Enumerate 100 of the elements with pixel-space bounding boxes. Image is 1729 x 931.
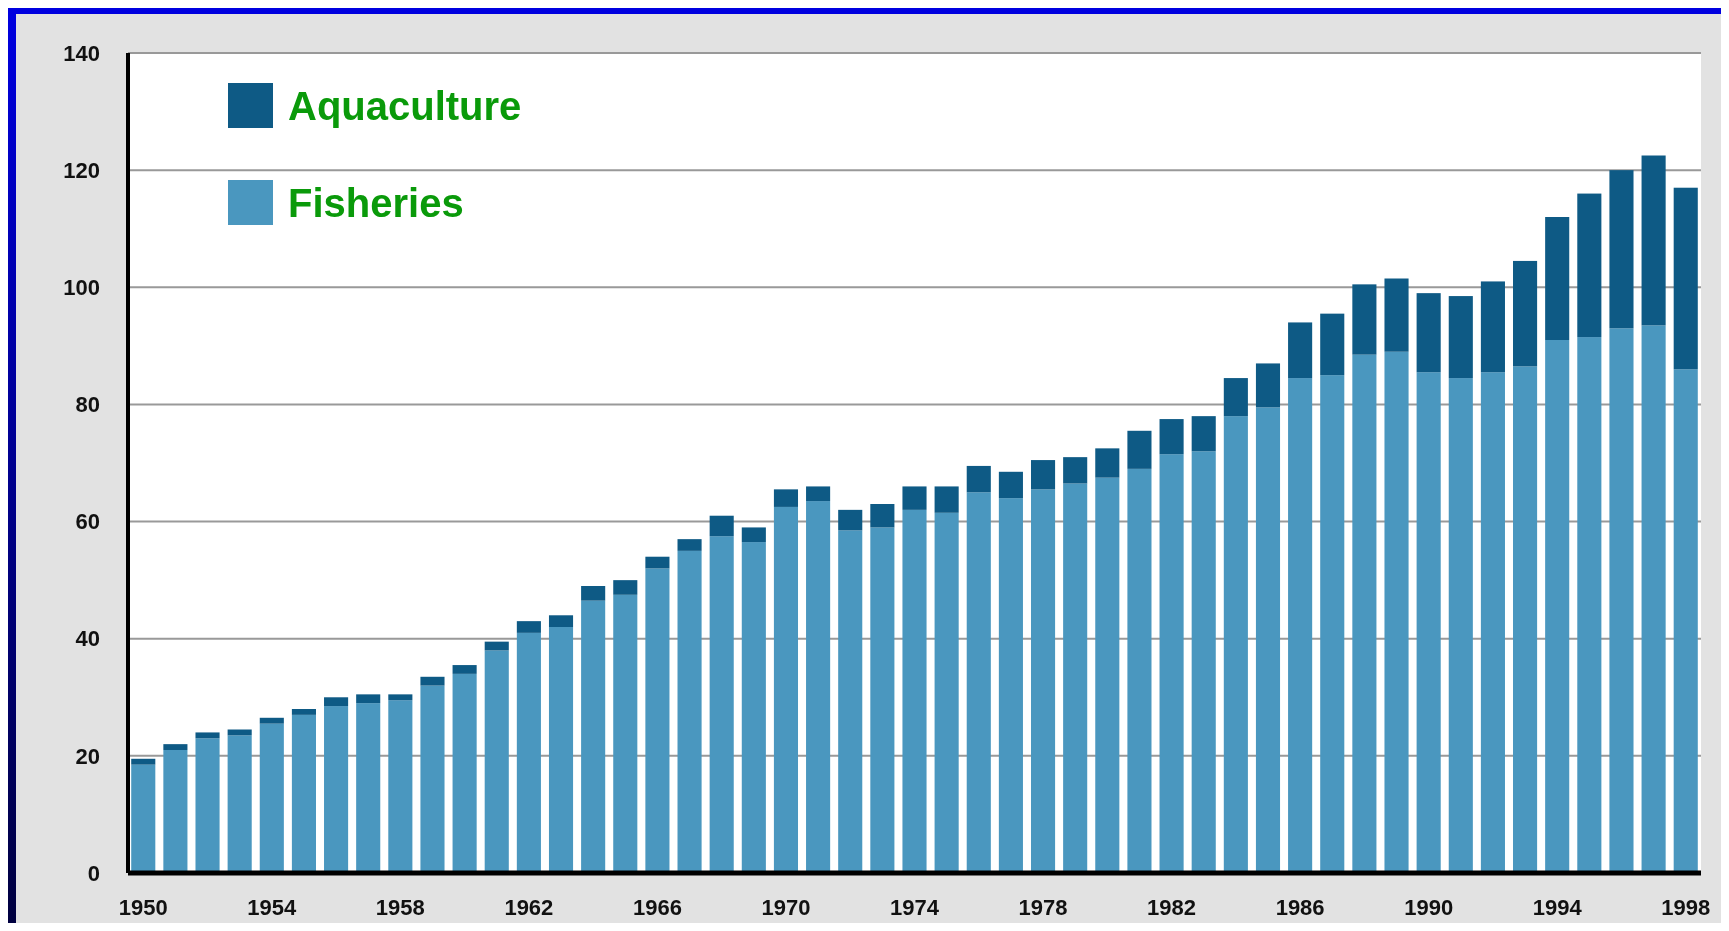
- bar: [1320, 375, 1345, 873]
- y-tick-label: 120: [63, 157, 100, 183]
- bar: [677, 539, 702, 551]
- bar: [1063, 483, 1088, 873]
- bar: [1063, 457, 1088, 484]
- bar: [1416, 372, 1441, 873]
- bar: [934, 512, 959, 873]
- bar: [356, 694, 381, 704]
- x-tick-label: 1978: [1018, 895, 1068, 920]
- y-tick-label: 60: [75, 509, 100, 535]
- bar: [1159, 454, 1184, 873]
- bar: [131, 758, 156, 765]
- bar: [934, 486, 959, 513]
- bar: [1288, 378, 1313, 873]
- bar: [452, 665, 477, 674]
- bar: [291, 709, 316, 715]
- bar: [452, 673, 477, 873]
- x-tick-label: 1994: [1532, 895, 1583, 920]
- bar: [259, 717, 284, 724]
- bar: [259, 723, 284, 873]
- bar: [1030, 460, 1056, 490]
- bar: [741, 542, 766, 873]
- bar: [1255, 407, 1281, 873]
- bar: [1223, 416, 1248, 873]
- bar: [291, 714, 316, 873]
- bar: [548, 627, 574, 873]
- bar: [1288, 322, 1313, 379]
- x-tick-label: 1990: [1404, 895, 1454, 920]
- y-tick-label: 0: [87, 860, 100, 886]
- bar: [388, 694, 413, 701]
- bar: [1191, 416, 1216, 452]
- bar: [516, 621, 541, 633]
- bar: [806, 501, 831, 873]
- bar: [902, 486, 927, 510]
- y-tick-label: 40: [75, 626, 100, 652]
- bar: [1480, 281, 1505, 373]
- bar: [966, 465, 991, 493]
- bar: [1352, 284, 1377, 355]
- bar: [838, 530, 863, 873]
- bar: [1191, 451, 1216, 873]
- x-tick-label: 1958: [375, 895, 425, 920]
- bar: [1352, 354, 1377, 873]
- bar: [773, 506, 799, 873]
- x-tick-label: 1954: [247, 895, 298, 920]
- bar: [1448, 296, 1473, 379]
- bar: [1513, 260, 1538, 367]
- bar: [1095, 448, 1120, 478]
- bar: [1416, 293, 1441, 373]
- bar: [677, 550, 702, 873]
- bar: [388, 700, 413, 873]
- bar: [1480, 372, 1505, 873]
- x-tick-label: 1986: [1275, 895, 1325, 920]
- bar: [1095, 477, 1120, 873]
- bar: [806, 486, 831, 502]
- bar: [1030, 489, 1056, 873]
- bar: [1223, 378, 1248, 417]
- bar: [484, 650, 509, 873]
- bar: [613, 580, 638, 595]
- bar: [581, 600, 606, 873]
- legend-label: Aquaculture: [288, 84, 522, 128]
- bar: [1641, 325, 1666, 873]
- bar: [484, 641, 509, 651]
- y-tick-label: 80: [75, 392, 100, 418]
- bar: [1673, 369, 1698, 873]
- bar: [163, 750, 188, 873]
- bar: [324, 706, 349, 873]
- bar: [1448, 378, 1473, 873]
- bar: [1127, 430, 1152, 469]
- bar: [741, 527, 766, 543]
- bar: [548, 615, 574, 627]
- bar: [1545, 217, 1570, 340]
- bar: [1320, 313, 1345, 376]
- bar: [1577, 193, 1602, 338]
- bar: [1609, 170, 1634, 329]
- x-tick-label: 1974: [890, 895, 940, 920]
- bar: [1127, 468, 1152, 873]
- bar: [1673, 187, 1698, 370]
- bar: [773, 489, 799, 507]
- bar: [1513, 366, 1538, 873]
- bar: [902, 509, 927, 873]
- x-tick-label: 1962: [504, 895, 554, 920]
- bar: [324, 697, 349, 707]
- bar: [1545, 340, 1570, 873]
- bar: [420, 676, 445, 686]
- bar: [870, 504, 895, 528]
- y-tick-label: 20: [75, 743, 100, 769]
- bar: [163, 744, 188, 750]
- bar: [581, 586, 606, 601]
- bar: [131, 764, 156, 873]
- bar: [838, 509, 863, 531]
- bar: [998, 471, 1023, 499]
- bar: [516, 632, 541, 873]
- bar: [709, 515, 734, 537]
- bar: [709, 536, 734, 873]
- bar: [645, 568, 670, 873]
- bar: [966, 492, 991, 873]
- bar: [998, 498, 1023, 873]
- bar: [1159, 419, 1184, 455]
- bar: [420, 685, 445, 873]
- bar: [645, 556, 670, 569]
